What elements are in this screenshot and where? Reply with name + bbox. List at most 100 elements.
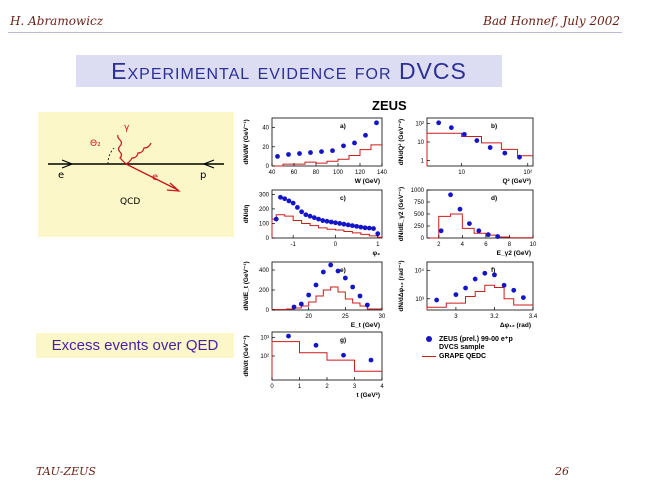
panel-3-data-point-23 bbox=[366, 225, 372, 231]
panel-4-panel-label: d) bbox=[491, 195, 497, 202]
panel-5-data-point-8 bbox=[342, 275, 348, 281]
e-in-label: e bbox=[58, 170, 64, 181]
panel-4-xtick-label-4: 8 bbox=[508, 242, 512, 248]
panel-6-xtick-label-2: 3.2 bbox=[490, 314, 499, 320]
panel-1-data-point-1 bbox=[275, 154, 280, 159]
panel-3-panel-label: c) bbox=[340, 195, 346, 202]
panel-2-data-point-2 bbox=[448, 125, 454, 131]
panel-4-ytick-label-5: 1000 bbox=[411, 188, 425, 194]
panel-7-ytick-label-1: 10² bbox=[260, 354, 269, 360]
panel-7-xtick-label-4: 3 bbox=[353, 384, 357, 390]
panel-5-data-point-1 bbox=[291, 304, 297, 310]
panel-2-frame bbox=[426, 117, 534, 167]
panel-6-data-point-8 bbox=[511, 287, 517, 293]
beam-arrow-right bbox=[202, 159, 215, 169]
panel-4-xtick-label-1: 2 bbox=[437, 242, 441, 248]
panel-5-data-point-4 bbox=[313, 282, 319, 288]
panel-1-xtick-label-4: 100 bbox=[333, 170, 344, 176]
footer-left: TAU-ZEUS bbox=[36, 465, 96, 478]
theta-label: Θ₂ bbox=[90, 139, 101, 149]
panel-3-data-point-1 bbox=[273, 216, 279, 222]
qcd-diagram-svg: Θ₂ γ e e p QCD bbox=[48, 123, 224, 207]
panel-3-ytick-label-2: 100 bbox=[259, 221, 270, 227]
panel-3-data-point-22 bbox=[362, 225, 368, 231]
legend-mc-marker bbox=[422, 356, 436, 357]
panel-3-data-point-21 bbox=[358, 224, 364, 230]
panel-4-data-point-7 bbox=[495, 234, 501, 239]
slide-title-banner: Experimental evidence for DVCS bbox=[76, 55, 502, 87]
panel-2-mc-histogram bbox=[426, 132, 533, 166]
panel-7-data-point-1 bbox=[286, 333, 291, 339]
panel-1-ytick-label-1: 0 bbox=[266, 164, 270, 170]
header-venue: Bad Honnef, July 2002 bbox=[483, 14, 620, 28]
panel-4-xtick-label-2: 4 bbox=[461, 242, 465, 248]
panel-3-data-point-18 bbox=[345, 222, 351, 228]
panel-1-x-axis-title: W (GeV) bbox=[355, 178, 380, 185]
panel-3-data-point-4 bbox=[286, 198, 292, 204]
callout-box: Excess events over QED bbox=[36, 333, 234, 358]
panel-5-xtick-label-1: 20 bbox=[305, 314, 312, 320]
panel-2-y-axis-title: dN/dQ² (GeV⁻²) bbox=[398, 119, 405, 165]
callout-text: Excess events over QED bbox=[51, 337, 219, 354]
panel-5-data-point-6 bbox=[328, 262, 334, 268]
panel-6-data-point-4 bbox=[472, 276, 478, 282]
panel-6-data-point-7 bbox=[501, 282, 507, 288]
panel-5-data-point-9 bbox=[350, 284, 356, 290]
legend-row-sample: DVCS sample bbox=[420, 343, 513, 352]
panel-6-xtick-label-1: 3 bbox=[454, 314, 458, 320]
legend-row-mc: GRAPE QEDC bbox=[420, 352, 513, 361]
panel-3-data-point-16 bbox=[337, 221, 343, 226]
panel-7-data-point-2 bbox=[313, 342, 319, 348]
panel-1-data-point-4 bbox=[308, 150, 313, 155]
panel-5-ytick-label-3: 400 bbox=[259, 268, 270, 274]
panel-3-x-axis-title: φ₂ bbox=[372, 250, 380, 257]
panel-7-mc-histogram bbox=[271, 341, 382, 380]
gamma-label: γ bbox=[124, 123, 130, 133]
panel-7-xtick-label-1: 0 bbox=[270, 384, 274, 390]
panel-6-xtick-label-3: 3.4 bbox=[529, 314, 538, 320]
panel-6-mc-histogram bbox=[426, 284, 533, 310]
panel-6-frame bbox=[426, 261, 534, 311]
panel-1-xtick-label-1: 40 bbox=[269, 170, 276, 176]
p-label: p bbox=[200, 170, 206, 181]
panel-4-ytick-label-1: 0 bbox=[421, 236, 425, 242]
panel-3-xtick-label-2: 0 bbox=[334, 242, 338, 248]
panel-5-data-point-2 bbox=[298, 301, 304, 307]
panel-1-xtick-label-3: 80 bbox=[313, 170, 320, 176]
panel-1-panel-label: a) bbox=[340, 123, 346, 130]
panel-5-frame bbox=[271, 261, 383, 311]
panel-4-data-point-1 bbox=[438, 228, 444, 234]
panel-4-data-point-2 bbox=[448, 192, 453, 198]
panel-3-data-point-11 bbox=[316, 216, 321, 222]
page-number: 26 bbox=[555, 465, 569, 478]
angle-arc bbox=[107, 147, 115, 165]
panel-6-data-point-1 bbox=[434, 297, 440, 303]
panel-3-frame bbox=[271, 189, 383, 239]
panel-1-data-point-3 bbox=[297, 151, 302, 156]
e-out-label: e bbox=[152, 172, 158, 183]
panel-2-xtick-label-2: 10² bbox=[523, 170, 532, 176]
panel-3-data-point-7 bbox=[299, 209, 305, 215]
panel-5-data-point-7 bbox=[335, 268, 341, 274]
panel-7-xtick-label-3: 2 bbox=[325, 384, 329, 390]
qcd-label: QCD bbox=[120, 197, 140, 207]
panel-2-data-point-5 bbox=[487, 145, 493, 150]
panel-4-ytick-label-2: 250 bbox=[414, 224, 425, 230]
panel-1-xtick-label-2: 60 bbox=[291, 170, 298, 176]
panel-5-data-point-10 bbox=[357, 293, 363, 299]
panel-3-data-point-19 bbox=[349, 223, 355, 229]
panel-3-data-point-10 bbox=[311, 215, 317, 221]
panel-6-data-point-6 bbox=[492, 272, 497, 278]
panel-3-y-axis-title: dN/dη bbox=[243, 205, 250, 223]
panel-7-data-point-4 bbox=[368, 357, 374, 363]
panel-7-xtick-label-5: 4 bbox=[380, 384, 384, 390]
panel-4-xtick-label-3: 6 bbox=[484, 242, 488, 248]
panel-3-data-point-25 bbox=[375, 231, 381, 237]
experiment-label: ZEUS bbox=[372, 98, 407, 113]
panel-3-data-point-17 bbox=[341, 221, 347, 227]
panel-1-xtick-label-6: 140 bbox=[377, 170, 388, 176]
panel-1-xtick-label-5: 120 bbox=[355, 170, 366, 176]
legend-data-label: ZEUS (prel.) 99-00 e⁺p bbox=[439, 335, 513, 343]
panel-4-y-axis-title: dN/dE_γ2 (GeV⁻¹) bbox=[398, 187, 405, 241]
